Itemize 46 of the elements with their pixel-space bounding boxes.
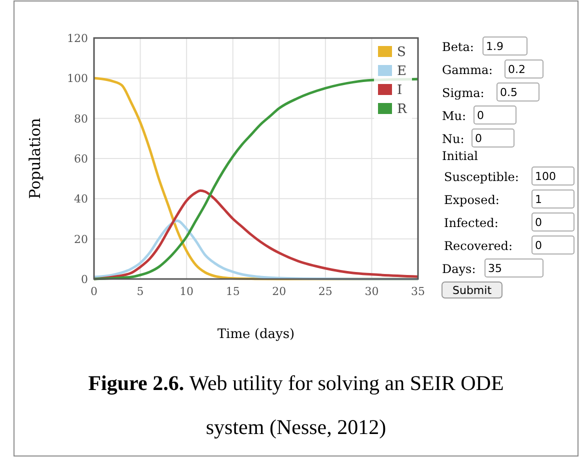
text: Recovered: [444, 239, 513, 253]
x-tick-label: 20 [272, 285, 286, 298]
x-tick-label: 35 [411, 285, 425, 298]
x-tick-label: 15 [226, 285, 240, 298]
text: Mu: [442, 109, 466, 123]
legend-label: E [397, 64, 406, 79]
y-tick-label: 100 [67, 72, 88, 86]
y-axis-title: Population [26, 118, 44, 200]
legend-label: I [397, 83, 402, 98]
x-tick-label: 30 [364, 285, 379, 298]
submit-button: Submit [442, 282, 502, 298]
text-field: 0.2 [504, 60, 544, 78]
text: Gamma: [442, 63, 493, 77]
legend-label: S [397, 45, 406, 60]
text-field: 0 [474, 106, 516, 124]
text-field: 0 [532, 236, 574, 254]
text: Infected: [444, 216, 498, 230]
text: Beta: [442, 40, 474, 54]
text-field: 1.9 [482, 36, 528, 56]
text: Nu: [442, 132, 464, 146]
y-tick-label: 80 [74, 112, 88, 126]
caption: Figure 2.6. [88, 371, 190, 395]
x-tick-label: 10 [180, 285, 194, 298]
text: Initial [442, 149, 478, 163]
x-tick-label: 5 [136, 285, 144, 298]
x-tick-label: 0 [90, 285, 98, 298]
text: Sigma: [442, 86, 484, 100]
text: Days: [442, 262, 476, 276]
text: Susceptible: [444, 170, 519, 184]
y-tick-label: 40 [74, 192, 88, 206]
text-field: 1 [532, 190, 574, 208]
line-series [92, 220, 420, 280]
text-field: 100 [532, 166, 574, 186]
text-field: 0.5 [496, 82, 540, 102]
text: Web utility for solving an SEIR ODE system (Nesse, 2012) [189, 371, 504, 439]
legend-label: R [397, 102, 408, 117]
y-tick-label: 20 [74, 232, 88, 246]
text-field: 35 [484, 258, 544, 278]
x-axis-title: Time (days) [217, 327, 295, 342]
y-tick-label: 120 [67, 32, 88, 45]
text-field: 0 [532, 212, 574, 232]
x-tick-label: 25 [318, 285, 332, 298]
text: Exposed: [444, 193, 500, 207]
text-field: 0 [472, 128, 514, 148]
y-tick-label: 60 [74, 152, 88, 166]
y-tick-label: 0 [81, 273, 88, 286]
